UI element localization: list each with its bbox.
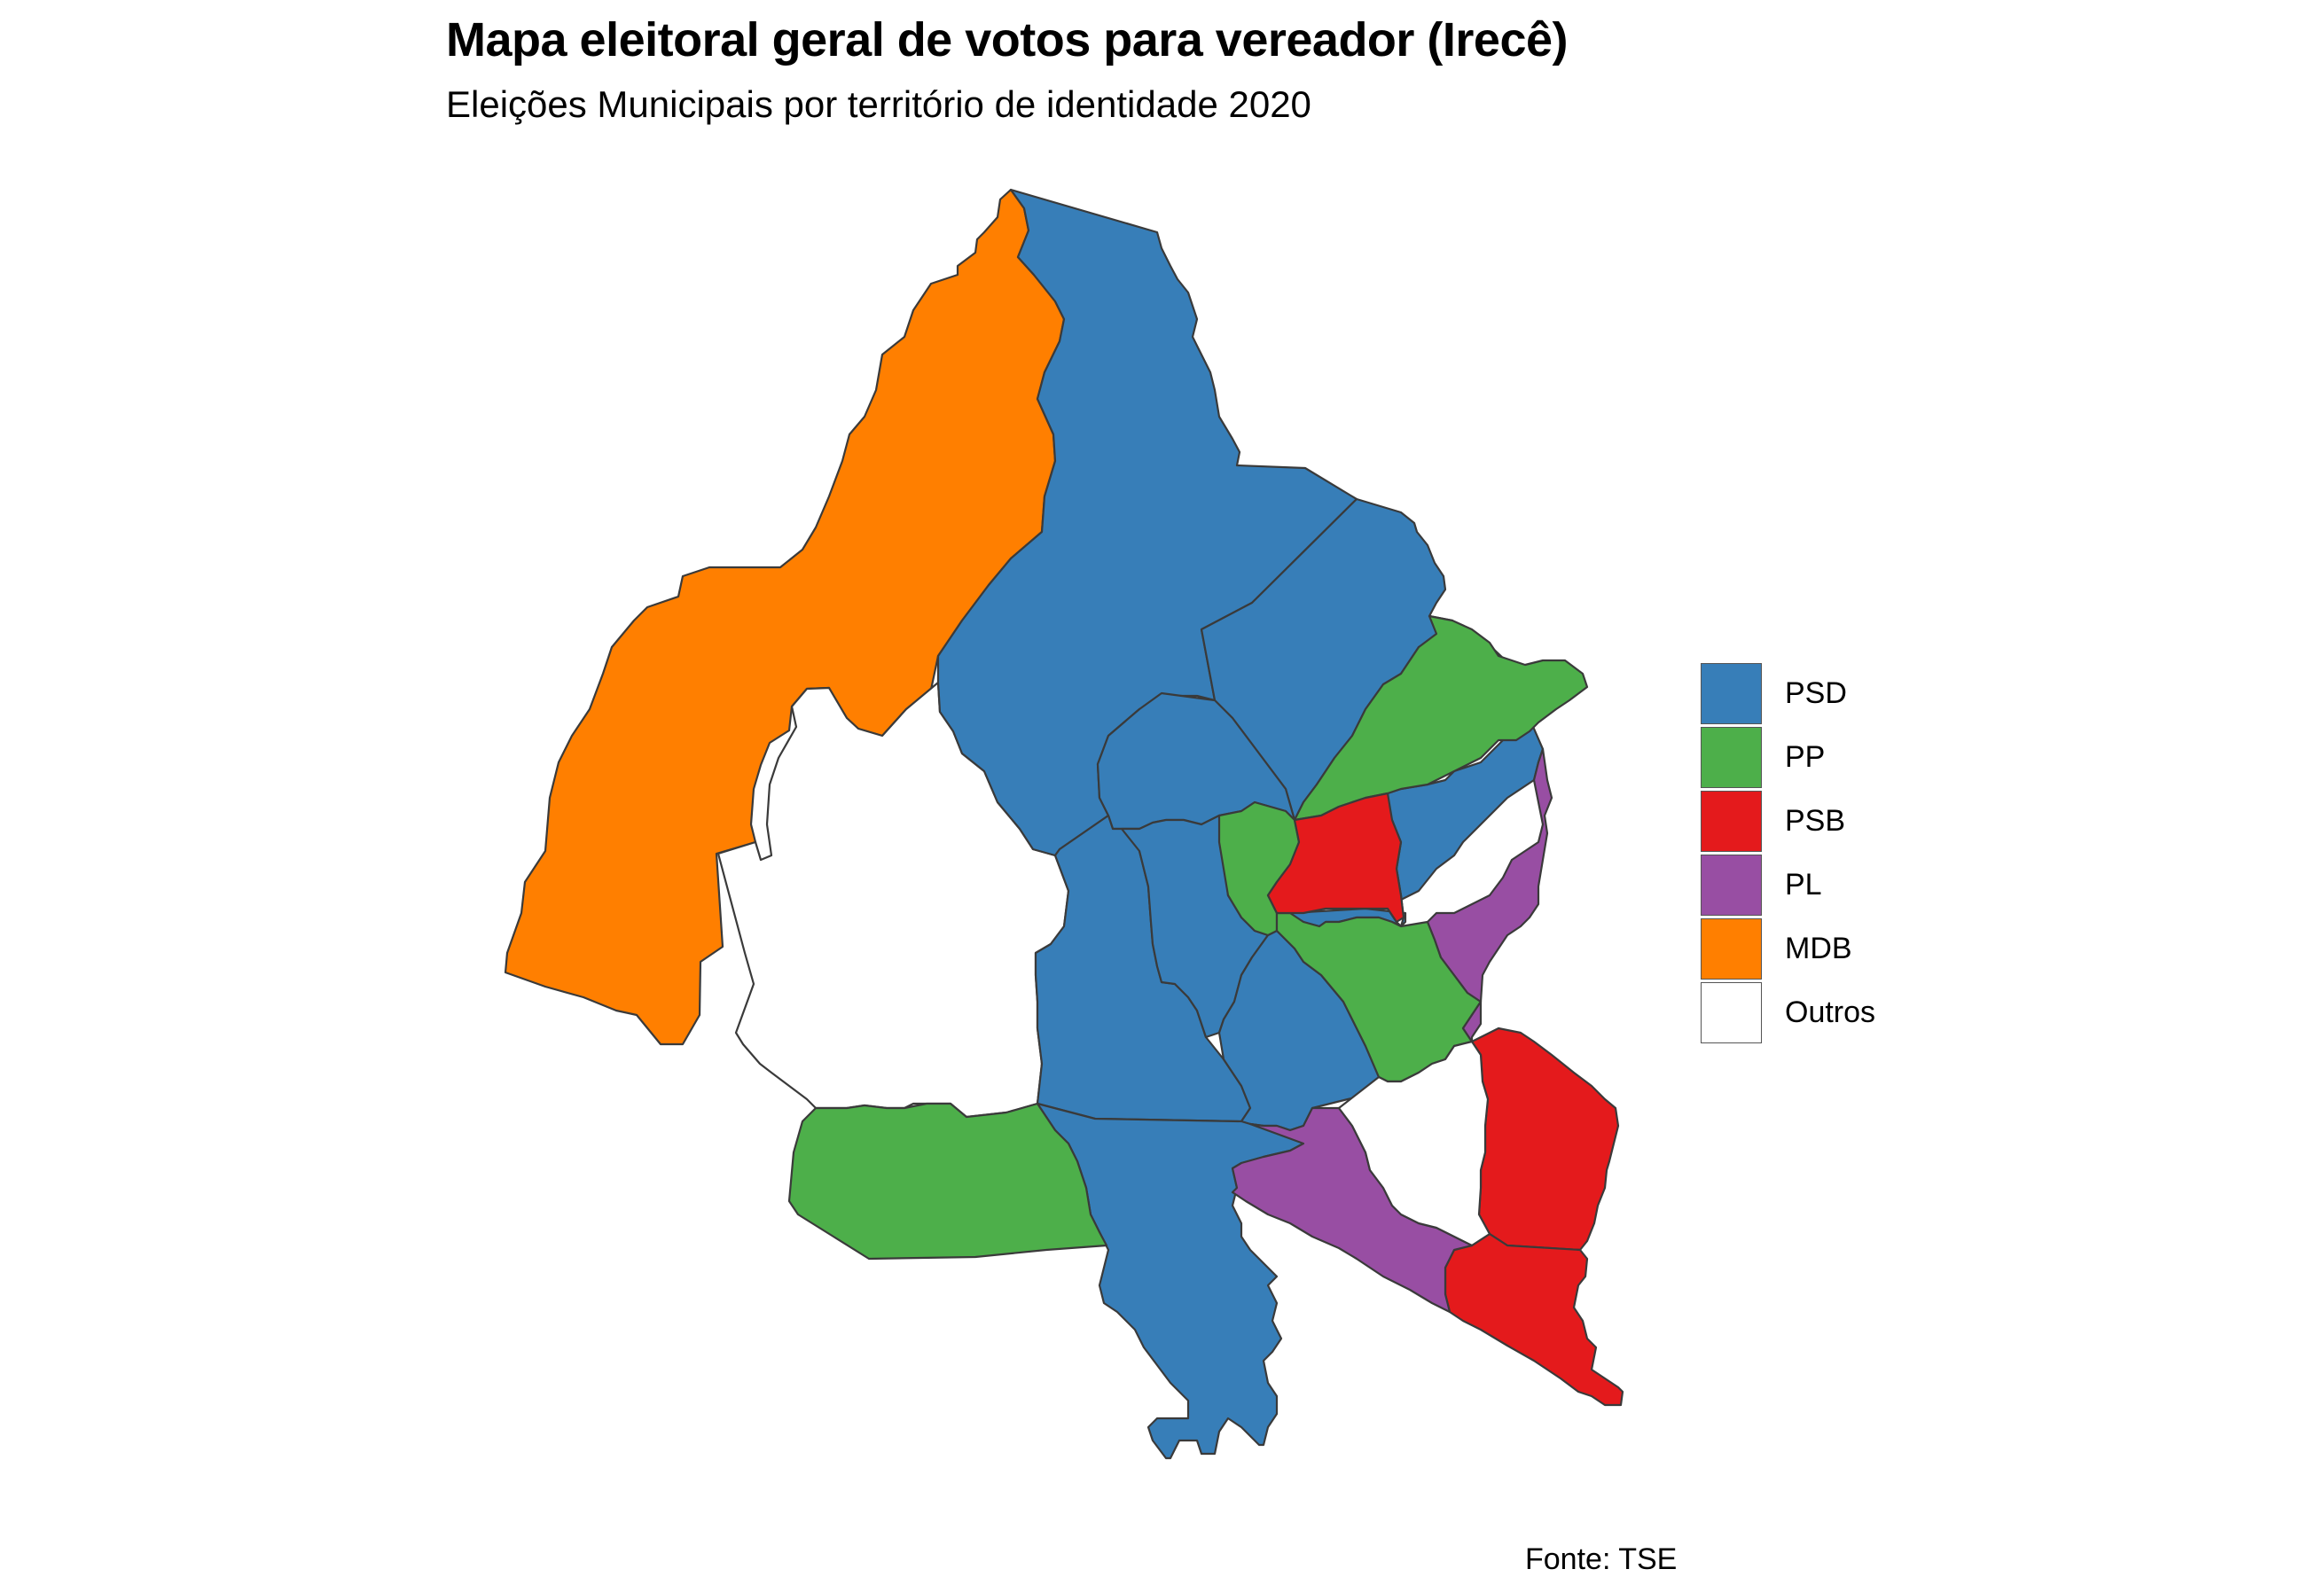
chart-subtitle: Eleições Municipais por território de id…: [446, 83, 1311, 125]
legend-swatch: [1701, 917, 1762, 980]
municipality-southeast-lower[interactable]: [1444, 1232, 1624, 1407]
legend: PSD PP PSB PL MDB Outros: [1701, 661, 1875, 1044]
source-caption: Fonte: TSE: [1525, 1542, 1678, 1576]
municipality-center-east[interactable]: [1266, 792, 1405, 924]
legend-label: Outros: [1785, 995, 1876, 1029]
legend-swatch: [1701, 854, 1762, 916]
legend-label: PSB: [1785, 803, 1846, 838]
legend-swatch: [1701, 981, 1762, 1043]
municipality-south-diagonal[interactable]: [1231, 1106, 1474, 1314]
municipality-northeast[interactable]: [1293, 614, 1589, 822]
legend-swatch: [1701, 662, 1762, 724]
legend-label: PP: [1785, 739, 1826, 774]
legend-item-psd: PSD: [1701, 661, 1875, 725]
legend-item-mdb: MDB: [1701, 917, 1875, 980]
legend-label: PL: [1785, 867, 1822, 902]
municipality-southwest[interactable]: [787, 1102, 1108, 1261]
legend-item-pl: PL: [1701, 853, 1875, 917]
municipality-southeast-upper[interactable]: [1470, 1027, 1620, 1252]
legend-item-outros: Outros: [1701, 980, 1875, 1044]
legend-label: PSD: [1785, 675, 1847, 710]
legend-swatch: [1701, 726, 1762, 788]
legend-item-psb: PSB: [1701, 789, 1875, 853]
chart-title: Mapa eleitoral geral de votos para verea…: [446, 13, 1569, 66]
legend-swatch: [1701, 790, 1762, 852]
municipality-east[interactable]: [1426, 747, 1553, 1043]
municipality-southeast-gap[interactable]: [1337, 1040, 1491, 1247]
legend-item-pp: PP: [1701, 725, 1875, 789]
legend-label: MDB: [1785, 931, 1852, 965]
